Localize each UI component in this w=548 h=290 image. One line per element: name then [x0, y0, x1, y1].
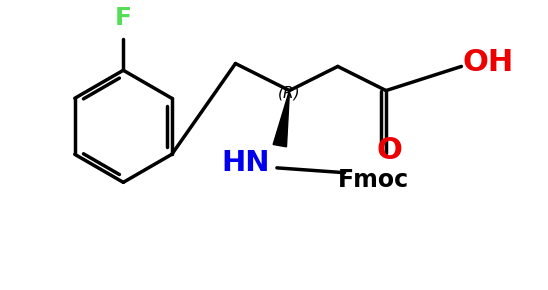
Text: O: O [376, 136, 402, 165]
Text: HN: HN [221, 149, 270, 177]
Text: F: F [115, 6, 132, 30]
Polygon shape [273, 90, 289, 147]
Text: (R): (R) [278, 86, 301, 101]
Text: Fmoc: Fmoc [338, 168, 409, 192]
Text: OH: OH [463, 48, 514, 77]
